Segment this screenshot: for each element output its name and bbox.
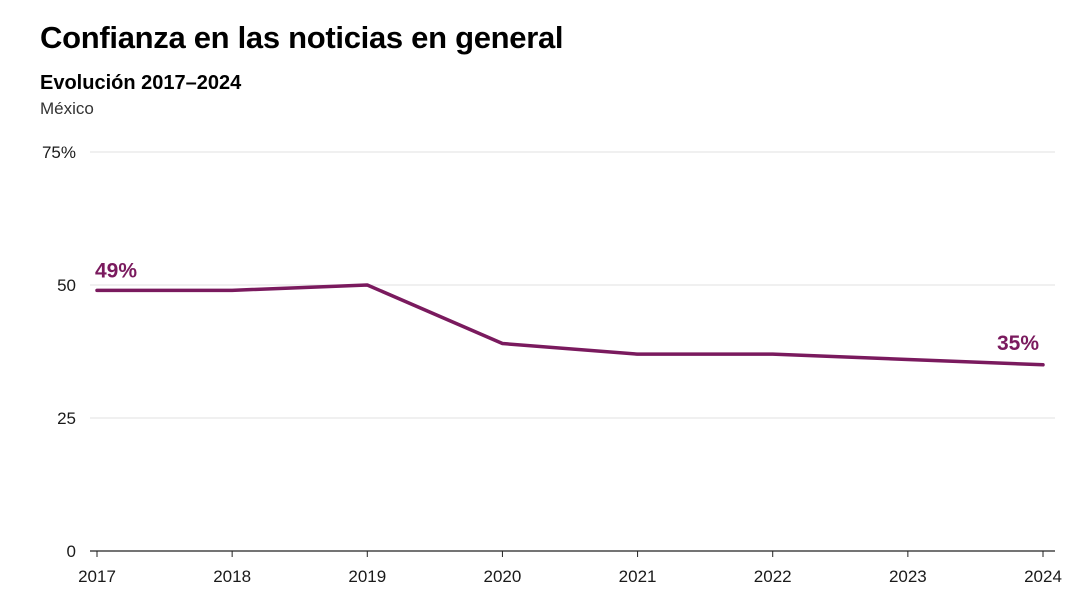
series-line	[95, 283, 1045, 367]
x-axis	[90, 550, 1055, 557]
y-tick-label: 75%	[42, 143, 76, 162]
y-tick-label: 0	[67, 542, 76, 561]
x-tick-label: 2024	[1024, 567, 1062, 586]
chart-title: Confianza en las noticias en general	[40, 20, 564, 55]
x-tick-label: 2017	[78, 567, 116, 586]
data-labels: 49% 35%	[95, 259, 1039, 354]
x-tick-label: 2023	[889, 567, 927, 586]
series-lines	[95, 283, 1045, 367]
x-tick-label: 2019	[348, 567, 386, 586]
y-tick-label: 25	[57, 409, 76, 428]
x-tick-label: 2020	[484, 567, 522, 586]
gridlines	[90, 151, 1055, 419]
y-tick-label: 50	[57, 276, 76, 295]
x-tick-label: 2022	[754, 567, 792, 586]
data-label-first: 49%	[95, 259, 137, 282]
x-tick-label: 2018	[213, 567, 251, 586]
chart-subtitle: Evolución 2017–2024	[40, 72, 242, 94]
chart-region: México	[40, 99, 94, 118]
data-label-last: 35%	[997, 332, 1039, 355]
x-tick-label: 2021	[619, 567, 657, 586]
x-tick-labels: 2017 2018 2019 2020 2021 2022 2023 2024	[78, 567, 1062, 586]
y-axis: 0 25 50 75%	[42, 143, 76, 561]
